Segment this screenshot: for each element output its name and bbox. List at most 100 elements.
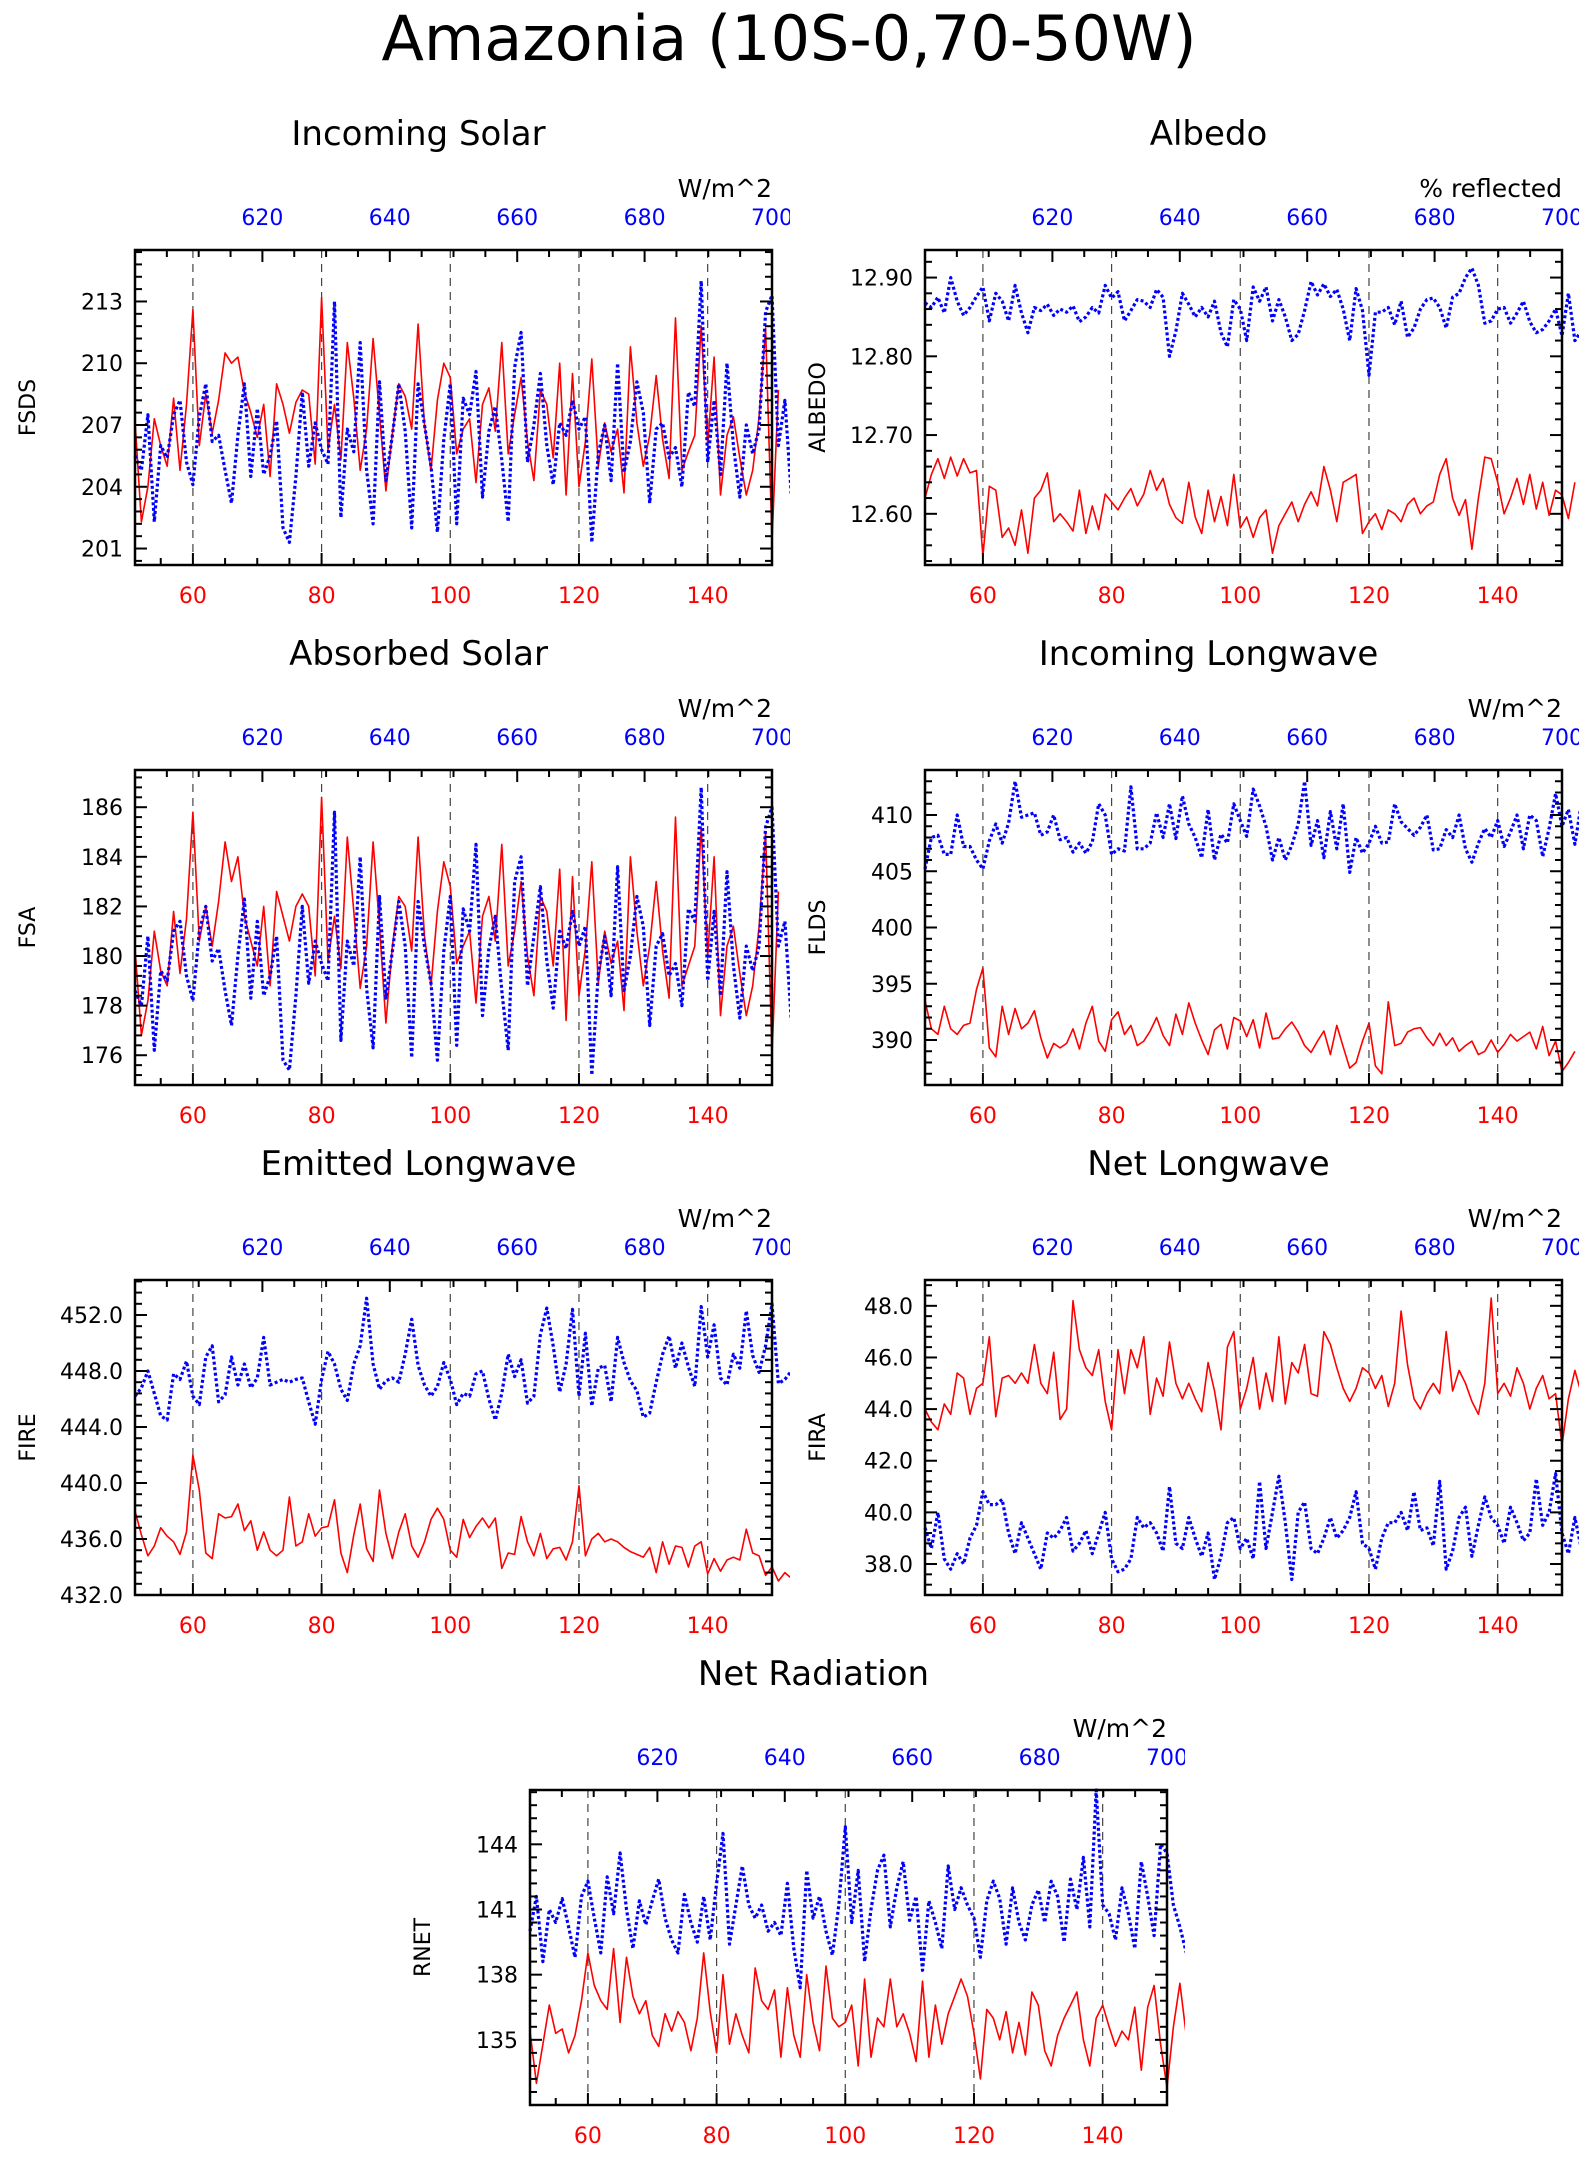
y-tick-label: 135 <box>476 2029 518 2054</box>
x-tick-label-bottom: 60 <box>969 584 997 609</box>
chart-absorbed-solar: Absorbed Solar W/m^2 FSA 60 80 100 120 140 620 64… <box>16 634 790 1129</box>
x-tick-label-top: 660 <box>496 1236 538 1261</box>
y-tick-label: 448.0 <box>60 1360 123 1385</box>
y-tick-label: 46.0 <box>864 1346 913 1371</box>
x-tick-label-top: 620 <box>636 1746 678 1771</box>
chart-net-longwave: Net Longwave W/m^2 FIRA 60 80 100 120 140 620 640… <box>806 1144 1579 1639</box>
x-tick-label-bottom: 100 <box>429 1614 471 1639</box>
y-tick-label: 12.90 <box>850 267 913 292</box>
x-tick-label-top: 680 <box>624 1236 666 1261</box>
y-tick-label: 207 <box>81 414 123 439</box>
plot-frame <box>528 1788 1169 2107</box>
units-label: W/m^2 <box>1073 1714 1167 1743</box>
blue-series-line <box>133 1296 790 1426</box>
figure-title: Amazonia (10S-0,70-50W) <box>381 2 1196 75</box>
y-tick-label: 210 <box>81 352 123 377</box>
x-tick-label-top: 620 <box>1031 726 1073 751</box>
chart-net-radiation: Net Radiation W/m^2 RNET 60 80 100 120 140 620 64… <box>411 1654 1185 2149</box>
plot-frame <box>923 1278 1564 1597</box>
y-axis-label: RNET <box>411 1917 436 1977</box>
red-series-line <box>134 1454 790 1582</box>
x-tick-label-bottom: 120 <box>558 1614 600 1639</box>
red-series-line <box>924 1297 1579 1447</box>
x-tick-label-bottom: 140 <box>687 584 729 609</box>
x-tick-label-bottom: 100 <box>824 2124 866 2149</box>
y-tick-label: 395 <box>871 973 913 998</box>
x-tick-label-bottom: 140 <box>1477 1104 1519 1129</box>
x-tick-label-top: 680 <box>1019 1746 1061 1771</box>
x-tick-label-bottom: 120 <box>1348 1104 1390 1129</box>
units-label: W/m^2 <box>1468 1204 1562 1233</box>
x-tick-label-bottom: 80 <box>308 584 336 609</box>
x-tick-label-bottom: 120 <box>558 1104 600 1129</box>
x-tick-label-top: 620 <box>1031 206 1073 231</box>
y-tick-label: 138 <box>476 1964 518 1989</box>
y-tick-label: 440.0 <box>60 1472 123 1497</box>
x-tick-label-bottom: 140 <box>687 1614 729 1639</box>
chart-title: Incoming Longwave <box>1039 634 1379 674</box>
x-tick-label-top: 700 <box>751 1236 790 1261</box>
y-tick-label: 436.0 <box>60 1528 123 1553</box>
x-tick-label-bottom: 140 <box>1477 1614 1519 1639</box>
y-axis-label: FSDS <box>16 379 41 436</box>
x-tick-label-top: 640 <box>1159 206 1201 231</box>
y-tick-label: 405 <box>871 860 913 885</box>
units-label: W/m^2 <box>678 694 772 723</box>
units-label: % reflected <box>1419 174 1562 203</box>
x-tick-label-bottom: 100 <box>1219 584 1261 609</box>
y-axis-label: FSA <box>16 907 41 949</box>
x-tick-label-bottom: 120 <box>953 2124 995 2149</box>
x-tick-label-top: 620 <box>241 1236 283 1261</box>
chart-title: Absorbed Solar <box>289 634 548 674</box>
y-tick-label: 182 <box>81 895 123 920</box>
x-tick-label-top: 640 <box>1159 1236 1201 1261</box>
x-tick-label-top: 660 <box>891 1746 933 1771</box>
y-tick-label: 204 <box>81 476 123 501</box>
y-tick-label: 12.70 <box>850 424 913 449</box>
y-axis-label: FIRE <box>16 1413 41 1461</box>
red-series-line <box>134 296 780 542</box>
blue-series-line <box>133 279 790 544</box>
y-tick-label: 44.0 <box>864 1398 913 1423</box>
x-tick-label-top: 680 <box>624 206 666 231</box>
x-tick-label-top: 700 <box>751 206 790 231</box>
y-tick-label: 141 <box>476 1898 518 1923</box>
y-tick-label: 42.0 <box>864 1450 913 1475</box>
x-tick-label-top: 660 <box>1286 1236 1328 1261</box>
plot-frame <box>133 1278 774 1597</box>
y-tick-label: 178 <box>81 995 123 1020</box>
x-tick-label-top: 700 <box>751 726 790 751</box>
x-tick-label-bottom: 120 <box>1348 584 1390 609</box>
y-tick-label: 12.80 <box>850 345 913 370</box>
red-series-line <box>529 1947 1185 2089</box>
x-tick-label-top: 660 <box>496 206 538 231</box>
chart-title: Albedo <box>1150 114 1268 154</box>
x-tick-label-bottom: 60 <box>574 2124 602 2149</box>
y-tick-label: 144 <box>476 1833 518 1858</box>
units-label: W/m^2 <box>678 1204 772 1233</box>
x-tick-label-bottom: 140 <box>1477 584 1519 609</box>
chart-title: Net Radiation <box>698 1654 929 1694</box>
red-series-line <box>924 456 1576 558</box>
x-tick-label-bottom: 100 <box>1219 1104 1261 1129</box>
y-axis-label: FLDS <box>806 900 831 956</box>
blue-series-line <box>923 779 1579 874</box>
chart-title: Net Longwave <box>1087 1144 1329 1184</box>
y-tick-label: 201 <box>81 538 123 563</box>
x-tick-label-bottom: 80 <box>1098 584 1126 609</box>
x-tick-label-bottom: 60 <box>179 1104 207 1129</box>
x-tick-label-bottom: 100 <box>429 1104 471 1129</box>
x-tick-label-top: 640 <box>764 1746 806 1771</box>
x-tick-label-top: 700 <box>1541 1236 1579 1261</box>
x-tick-label-bottom: 60 <box>179 1614 207 1639</box>
units-label: W/m^2 <box>678 174 772 203</box>
units-label: W/m^2 <box>1468 694 1562 723</box>
x-tick-label-bottom: 80 <box>703 2124 731 2149</box>
y-tick-label: 444.0 <box>60 1416 123 1441</box>
y-tick-label: 400 <box>871 917 913 942</box>
y-tick-label: 184 <box>81 846 123 871</box>
x-tick-label-bottom: 100 <box>1219 1614 1261 1639</box>
red-series-line <box>134 796 780 1057</box>
y-tick-label: 12.60 <box>850 503 913 528</box>
y-tick-label: 176 <box>81 1044 123 1069</box>
